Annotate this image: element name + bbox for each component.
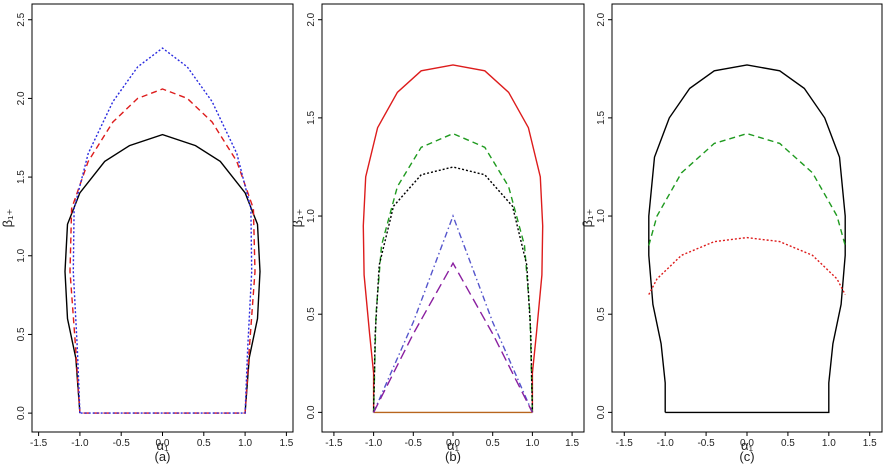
y-tick-label: 0.0	[596, 405, 607, 419]
x-tick-label: -0.5	[697, 438, 715, 449]
x-tick-label: 1.5	[565, 438, 579, 449]
x-tick-label: -1.0	[71, 438, 89, 449]
y-tick-label: 0.0	[16, 406, 27, 420]
caption: (b)	[445, 449, 461, 464]
curve	[648, 64, 846, 414]
x-axis-label: α₁	[741, 438, 754, 453]
y-tick-label: 1.0	[16, 248, 27, 262]
caption: (c)	[739, 449, 754, 464]
y-tick-label: 2.0	[306, 12, 317, 26]
curve	[362, 64, 544, 413]
y-tick-label: 0.5	[306, 307, 317, 321]
x-tick-label: 1.5	[863, 438, 877, 449]
y-tick-label: 0.5	[596, 307, 607, 321]
x-tick-label: -1.5	[325, 438, 343, 449]
x-tick-label: 0.0	[446, 438, 460, 449]
x-tick-label: -1.5	[616, 438, 634, 449]
y-axis-label: β₁₊	[290, 209, 305, 228]
plot-frame	[321, 3, 585, 433]
y-tick-label: 1.0	[306, 209, 317, 223]
curve	[64, 133, 261, 414]
x-tick-label: -0.5	[113, 438, 131, 449]
x-tick-label: 0.0	[156, 438, 170, 449]
x-tick-label: 0.0	[740, 438, 754, 449]
y-tick-label: 1.5	[16, 170, 27, 184]
x-tick-label: 1.0	[822, 438, 836, 449]
x-tick-label: -0.5	[405, 438, 423, 449]
y-tick-label: 2.5	[16, 12, 27, 26]
caption: (a)	[155, 449, 171, 464]
x-axis-label: α₁	[157, 438, 170, 453]
curve	[648, 132, 846, 246]
y-tick-label: 0.5	[16, 327, 27, 341]
curve	[372, 261, 534, 413]
x-tick-label: 0.5	[486, 438, 500, 449]
x-axis-label: α₁	[447, 438, 460, 453]
y-tick-label: 1.0	[596, 209, 607, 223]
curve	[372, 132, 534, 413]
x-tick-label: 1.0	[525, 438, 539, 449]
x-tick-label: 0.5	[197, 438, 211, 449]
y-tick-label: 2.0	[596, 12, 607, 26]
curve	[72, 47, 253, 414]
curve	[69, 88, 256, 414]
x-tick-label: 1.0	[238, 438, 252, 449]
y-tick-label: 1.5	[596, 110, 607, 124]
x-tick-label: -1.0	[657, 438, 675, 449]
y-tick-label: 1.5	[306, 110, 317, 124]
y-axis-label: β₁₊	[0, 209, 15, 228]
x-tick-label: -1.0	[365, 438, 383, 449]
x-tick-label: 0.5	[781, 438, 795, 449]
curve	[372, 214, 534, 413]
y-axis-label: β₁₊	[580, 209, 595, 228]
plot-frame	[611, 3, 883, 433]
x-tick-label: -1.5	[30, 438, 48, 449]
y-tick-label: 0.0	[306, 405, 317, 419]
curve	[372, 166, 534, 413]
y-tick-label: 2.0	[16, 91, 27, 105]
x-tick-label: 1.5	[279, 438, 293, 449]
curve	[648, 236, 846, 295]
